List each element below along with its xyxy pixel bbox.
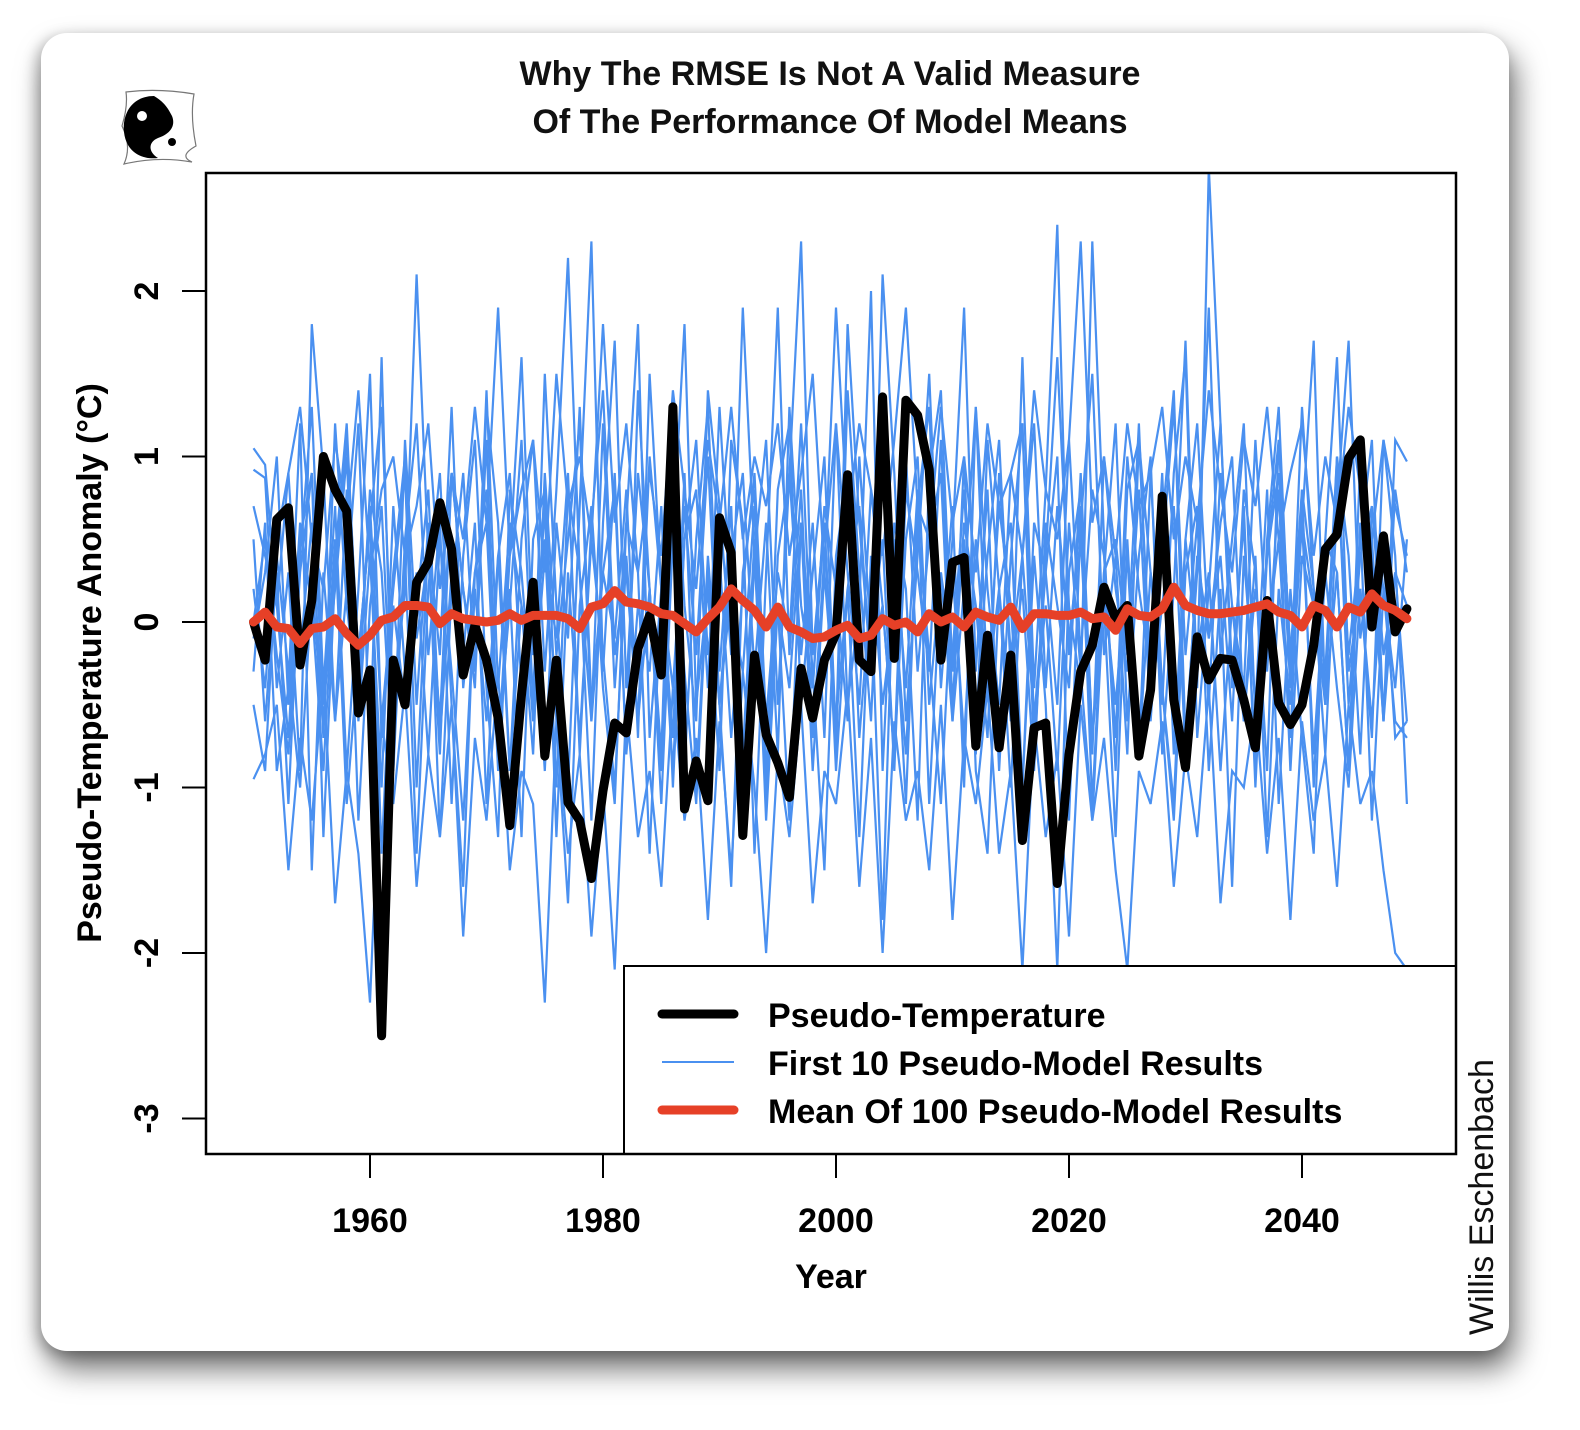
y-tick-label--2: -2 [128,938,166,968]
legend-box [623,965,1457,1155]
author-credit: Willis Eschenbach [1463,1059,1501,1335]
yin-yang-logo-icon [121,89,197,165]
x-axis-label: Year [795,1258,867,1296]
y-tick-label-1: 1 [128,447,166,466]
x-axis: 1960 1980 2000 2020 2040 [332,1154,1340,1240]
x-tick-label-1980: 1980 [565,1202,641,1240]
legend-label-model-runs: First 10 Pseudo-Model Results [768,1045,1263,1083]
y-tick-label-2: 2 [128,282,166,301]
y-tick-label-0: 0 [128,613,166,632]
pseudo-temperature-line [249,392,1412,1041]
model-runs-group [252,173,1408,1003]
y-axis: -3 -2 -1 0 1 2 [128,282,206,1134]
y-axis-label: Pseudo-Temperature Anomaly (°C) [71,383,109,943]
chart-title-line2: Of The Performance Of Model Means [532,103,1128,141]
legend: Pseudo-Temperature First 10 Pseudo-Model… [623,965,1457,1155]
model-run-line-5 [252,671,1408,1003]
model-mean-line [249,582,1412,650]
legend-label-model-mean: Mean Of 100 Pseudo-Model Results [768,1093,1342,1131]
y-tick-label--1: -1 [128,772,166,802]
chart-title-line1: Why The RMSE Is Not A Valid Measure [519,55,1141,93]
y-tick-label--3: -3 [128,1103,166,1133]
x-tick-label-1960: 1960 [332,1202,408,1240]
pseudo-temperature-group [249,392,1412,1041]
legend-label-pseudo-temperature: Pseudo-Temperature [768,997,1106,1035]
x-tick-label-2000: 2000 [798,1202,874,1240]
model-mean-group [249,582,1412,650]
model-run-line-3 [252,241,1408,838]
x-tick-label-2020: 2020 [1031,1202,1107,1240]
x-tick-label-2040: 2040 [1264,1202,1340,1240]
plot-frame [204,171,1458,1156]
